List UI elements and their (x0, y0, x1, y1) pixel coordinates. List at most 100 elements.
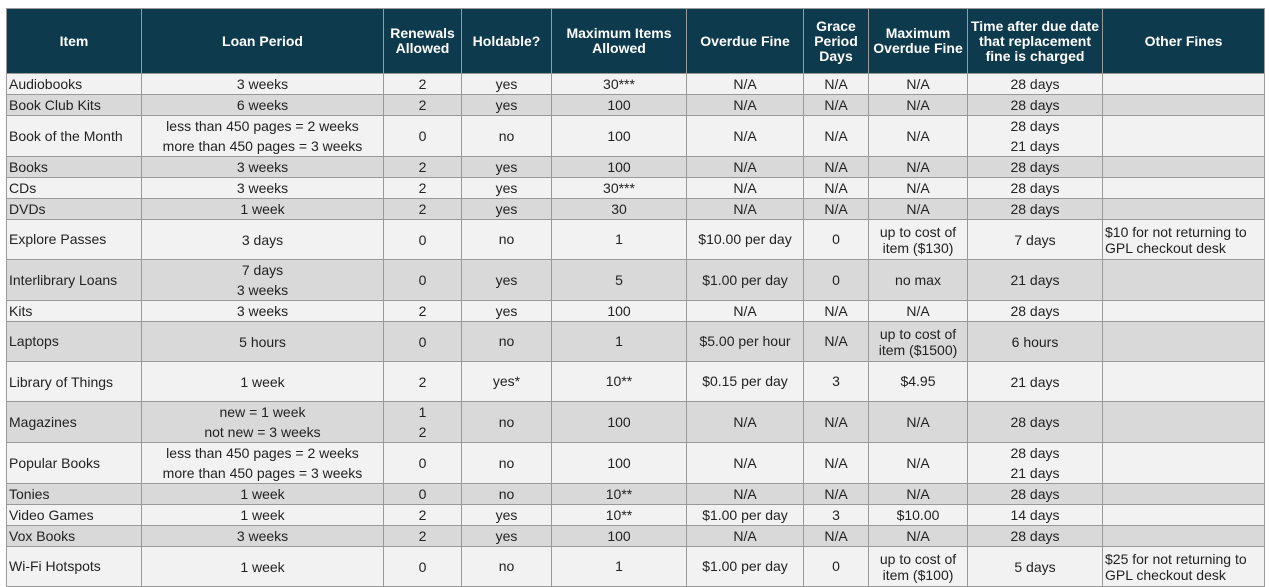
renewals-cell-line: 2 (418, 180, 427, 196)
item-cell: Interlibrary Loans (6, 259, 142, 301)
overdue-fine-cell: N/A (686, 401, 804, 443)
table-row: Book of the Month less than 450 pages = 2… (6, 115, 1265, 157)
replacement-time-cell-line: 28 days (1010, 445, 1060, 461)
other-fines-cell (1102, 442, 1265, 484)
grace-period-cell: N/A (803, 94, 869, 116)
max-items-cell: 10** (551, 483, 687, 505)
item-cell: DVDs (6, 198, 142, 220)
max-overdue-fine-cell: N/A (868, 401, 968, 443)
replacement-time-cell-line: 28 days (1010, 97, 1060, 113)
replacement-time-cell: 5 days (967, 546, 1103, 587)
loan-period-cell: 7 days 3 weeks (141, 259, 384, 301)
replacement-time-cell-line: 28 days (1010, 180, 1060, 196)
loan-period-cell-line: not new = 3 weeks (204, 424, 321, 440)
loan-period-cell-line: 7 days (241, 262, 284, 278)
max-overdue-fine-cell: $10.00 (868, 504, 968, 526)
renewals-cell: 2 (383, 177, 462, 199)
loan-period-cell-line: 3 weeks (236, 76, 289, 92)
max-overdue-fine-cell: $4.95 (868, 361, 968, 402)
max-overdue-fine-cell: up to cost of item ($1500) (868, 321, 968, 362)
renewals-cell: 0 (383, 321, 462, 362)
grace-period-cell: N/A (803, 321, 869, 362)
renewals-cell-line: 1 (418, 404, 427, 420)
table-row: Vox Books 3 weeks 2 yes 100 N/A N/A N/A 28 days (6, 525, 1265, 547)
other-fines-cell (1102, 94, 1265, 116)
replacement-time-cell-line: 5 days (1014, 558, 1056, 575)
table-row: Book Club Kits 6 weeks 2 yes 100 N/A N/A N/A 28 … (6, 94, 1265, 116)
loan-period-cell: 3 weeks (141, 300, 384, 322)
table-row: Audiobooks 3 weeks 2 yes 30*** N/A N/A N/A 28 da… (6, 73, 1265, 95)
replacement-time-cell: 6 hours (967, 321, 1103, 362)
item-cell: Video Games (6, 504, 142, 526)
renewals-cell-line: 2 (418, 201, 427, 217)
overdue-fine-cell: $1.00 per day (686, 546, 804, 587)
loan-period-cell-line: less than 450 pages = 2 weeks (166, 445, 359, 461)
replacement-time-cell-line: 28 days (1010, 414, 1060, 430)
renewals-cell-line: 2 (418, 424, 427, 440)
replacement-time-cell: 28 days (967, 401, 1103, 443)
grace-period-cell: N/A (803, 525, 869, 547)
max-items-cell: 100 (551, 525, 687, 547)
max-items-cell: 5 (551, 259, 687, 301)
grace-period-cell: N/A (803, 198, 869, 220)
loan-period-cell: new = 1 week not new = 3 weeks (141, 401, 384, 443)
max-items-cell: 1 (551, 219, 687, 260)
other-fines-cell: $25 for not returning to GPL checkout de… (1102, 546, 1265, 587)
renewals-cell: 2 (383, 300, 462, 322)
max-overdue-fine-cell: N/A (868, 442, 968, 484)
other-fines-cell (1102, 483, 1265, 505)
max-overdue-fine-cell: up to cost of item ($130) (868, 219, 968, 260)
grace-period-cell: N/A (803, 300, 869, 322)
grace-period-cell: 3 (803, 361, 869, 402)
replacement-time-cell: 28 days (967, 525, 1103, 547)
replacement-time-cell-line: 21 days (1010, 465, 1060, 481)
max-items-cell: 100 (551, 401, 687, 443)
renewals-cell: 2 (383, 94, 462, 116)
item-cell: Book Club Kits (6, 94, 142, 116)
renewals-cell-line: 0 (418, 455, 427, 471)
other-fines-cell (1102, 525, 1265, 547)
item-cell: Library of Things (6, 361, 142, 402)
table-row: Interlibrary Loans 7 days 3 weeks 0 yes 5 $1.0… (6, 259, 1265, 301)
grace-period-cell: 0 (803, 259, 869, 301)
max-items-cell: 30*** (551, 73, 687, 95)
renewals-cell: 0 (383, 259, 462, 301)
loan-period-cell-line: 3 days (241, 231, 284, 248)
grace-period-cell: N/A (803, 483, 869, 505)
max-items-cell: 100 (551, 300, 687, 322)
item-cell: Laptops (6, 321, 142, 362)
other-fines-cell (1102, 259, 1265, 301)
overdue-fine-cell: N/A (686, 94, 804, 116)
loan-period-cell: 1 week (141, 483, 384, 505)
replacement-time-cell: 28 days (967, 73, 1103, 95)
other-fines-cell (1102, 198, 1265, 220)
replacement-time-cell: 7 days (967, 219, 1103, 260)
replacement-time-cell-line: 28 days (1010, 528, 1060, 544)
max-overdue-fine-cell: N/A (868, 198, 968, 220)
table-row: Magazines new = 1 week not new = 3 weeks 1 2… (6, 401, 1265, 443)
loan-period-cell-line: 3 weeks (236, 303, 289, 319)
other-fines-cell (1102, 401, 1265, 443)
overdue-fine-cell: N/A (686, 300, 804, 322)
overdue-fine-cell: $0.15 per day (686, 361, 804, 402)
item-cell: Vox Books (6, 525, 142, 547)
overdue-fine-cell: N/A (686, 73, 804, 95)
renewals-cell: 0 (383, 483, 462, 505)
loan-period-cell-line: 1 week (240, 558, 285, 575)
loan-period-cell-line: 3 weeks (236, 282, 289, 298)
max-overdue-fine-cell: N/A (868, 115, 968, 157)
holdable-cell: yes (461, 504, 552, 526)
other-fines-cell (1102, 321, 1265, 362)
loan-period-cell: 1 week (141, 504, 384, 526)
renewals-cell: 2 (383, 198, 462, 220)
holdable-cell: yes* (461, 361, 552, 402)
overdue-fine-cell: N/A (686, 442, 804, 484)
replacement-time-cell-line: 21 days (1010, 138, 1060, 154)
grace-period-cell: N/A (803, 401, 869, 443)
loan-period-cell: 5 hours (141, 321, 384, 362)
other-fines-cell (1102, 156, 1265, 178)
replacement-time-cell-line: 21 days (1010, 373, 1060, 390)
overdue-fine-cell: $1.00 per day (686, 504, 804, 526)
renewals-cell-line: 0 (418, 486, 427, 502)
holdable-cell: no (461, 219, 552, 260)
